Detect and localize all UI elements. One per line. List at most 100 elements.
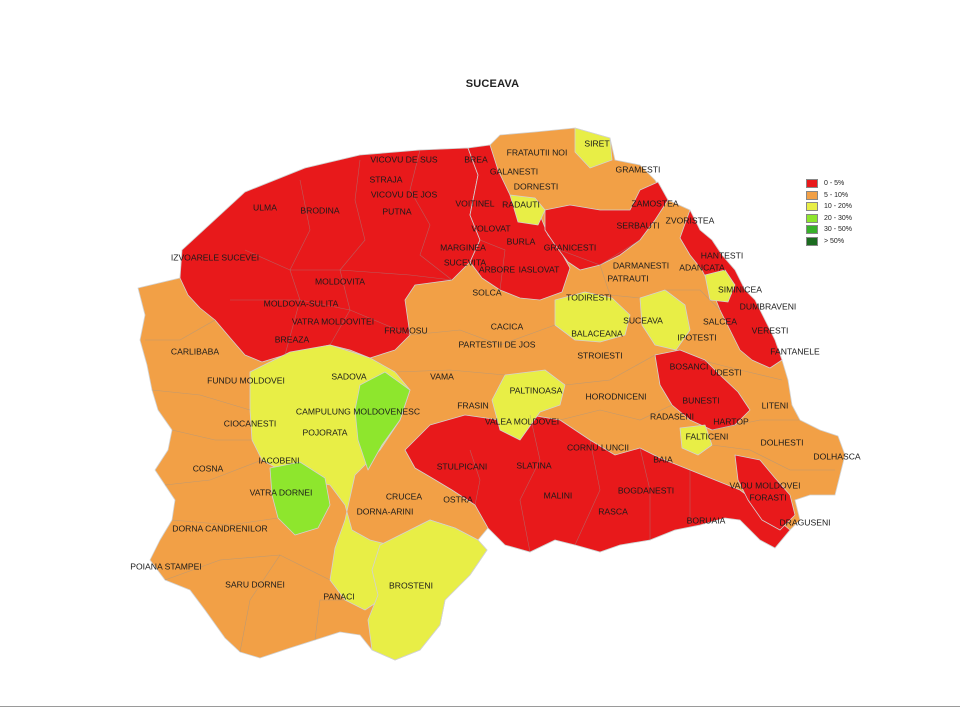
- yellow-region-radauti: [509, 194, 546, 226]
- legend-swatch: [806, 179, 818, 189]
- locality-label: MOLDOVA-SULITA: [264, 298, 339, 308]
- locality-label: ADANCATA: [679, 262, 725, 272]
- locality-label: COSNA: [193, 463, 224, 473]
- red-region-bosanci: [654, 349, 751, 431]
- locality-label: ZVORISTEA: [666, 215, 715, 225]
- locality-label: DOLHASCA: [813, 451, 861, 461]
- locality-label: SOLCA: [472, 287, 501, 297]
- locality-label: BREA: [464, 154, 488, 164]
- locality-label: VATRA MOLDOVITEI: [292, 316, 374, 326]
- locality-label: VOLOVAT: [471, 223, 511, 233]
- locality-label: FANTANELE: [770, 346, 820, 356]
- legend-item: 0 - 5%: [806, 178, 852, 190]
- green-region-vatra-dornei: [269, 461, 331, 536]
- locality-label: IASLOVAT: [519, 264, 561, 274]
- locality-label: MALINI: [544, 490, 573, 500]
- yellow-region-falticeni: [679, 424, 713, 456]
- locality-label: PALTINOASA: [510, 385, 563, 395]
- locality-label: BOSANCI: [670, 361, 709, 371]
- locality-label: DARMANESTI: [613, 260, 669, 270]
- legend-item: 5 - 10%: [806, 190, 852, 202]
- locality-label: VOITINEL: [455, 198, 494, 208]
- locality-label: VALEA MOLDOVEI: [485, 416, 559, 426]
- locality-label: SIMINICEA: [718, 284, 762, 294]
- locality-label: HARTOP: [713, 416, 749, 426]
- locality-label: PARTESTII DE JOS: [458, 339, 535, 349]
- locality-label: VERESTI: [752, 325, 789, 335]
- red-region-south: [404, 414, 791, 553]
- locality-label: FRATAUTII NOI: [507, 147, 568, 157]
- locality-label: RASCA: [598, 506, 628, 516]
- legend-swatch: [806, 202, 818, 212]
- yellow-region-paltinoasa: [491, 369, 566, 441]
- locality-label: VICOVU DE JOS: [371, 189, 438, 199]
- yellow-region-brosteni: [367, 519, 488, 661]
- yellow-region-suceava: [639, 289, 691, 351]
- legend-label: 5 - 10%: [824, 191, 849, 199]
- locality-label: FORASTI: [749, 492, 786, 502]
- locality-label: DOLHESTI: [761, 437, 804, 447]
- locality-label: HORODNICENI: [585, 391, 646, 401]
- locality-label: RADAUTI: [502, 199, 540, 209]
- locality-label: STRAJA: [370, 174, 403, 184]
- locality-label: BROSTENI: [389, 580, 433, 590]
- locality-label: DORNA-ARINI: [357, 506, 414, 516]
- legend-swatch: [806, 225, 818, 235]
- locality-label: DUMBRAVENI: [740, 301, 797, 311]
- legend-swatch: [806, 213, 818, 223]
- locality-label: VATRA DORNEI: [250, 487, 313, 497]
- locality-label: FRASIN: [457, 400, 489, 410]
- locality-label: CACICA: [491, 321, 524, 331]
- locality-label: IACOBENI: [258, 455, 299, 465]
- map-title: SUCEAVA: [465, 78, 520, 90]
- locality-label: VADU MOLDOVEI: [730, 480, 801, 490]
- red-region-serbauti: [544, 181, 669, 271]
- locality-label: POIANA STAMPEI: [130, 561, 201, 571]
- bottom-rule: [0, 706, 960, 707]
- locality-label: TODIRESTI: [566, 292, 612, 302]
- red-region-northwest: [179, 147, 481, 363]
- locality-label: SUCEVITA: [444, 257, 487, 267]
- locality-label: RADASENI: [650, 411, 694, 421]
- locality-label: CAMPULUNG MOLDOVENESC: [296, 406, 420, 416]
- locality-label: GRANICESTI: [544, 242, 597, 252]
- commune-boundaries: [145, 149, 835, 653]
- legend-label: > 50%: [824, 237, 845, 245]
- locality-label: DRAGUSENI: [779, 517, 830, 527]
- locality-label: BORUAIA: [687, 515, 726, 525]
- locality-label: PUTNA: [382, 206, 411, 216]
- locality-label: CORNU LUNCII: [567, 442, 629, 452]
- locality-label: IPOTESTI: [677, 332, 716, 342]
- legend-swatch: [806, 236, 818, 246]
- yellow-region-siret: [574, 127, 613, 169]
- locality-label: SADOVA: [331, 371, 366, 381]
- locality-label: CRUCEA: [386, 491, 423, 501]
- locality-label: FALTICENI: [686, 431, 729, 441]
- locality-label: SERBAUTI: [617, 220, 660, 230]
- locality-label: OSTRA: [443, 494, 473, 504]
- legend-item: > 50%: [806, 236, 852, 248]
- legend-label: 0 - 5%: [824, 180, 845, 188]
- red-region-draguseni: [734, 454, 796, 531]
- locality-label: ARBORE: [479, 264, 516, 274]
- locality-label: GRAMESTI: [616, 164, 661, 174]
- locality-label: SLATINA: [516, 460, 551, 470]
- locality-label: HANTESTI: [701, 250, 744, 260]
- locality-label: DORNESTI: [514, 181, 558, 191]
- legend-label: 30 - 50%: [824, 226, 853, 234]
- locality-labels: VICOVU DE SUS BREA FRATAUTII NOI SIRET G…: [130, 138, 861, 601]
- locality-label: GALANESTI: [490, 166, 538, 176]
- legend-item: 20 - 30%: [806, 213, 852, 225]
- yellow-region-todiresti: [554, 291, 631, 343]
- locality-label: SALCEA: [703, 316, 737, 326]
- legend-swatch: [806, 190, 818, 200]
- locality-label: IZVOARELE SUCEVEI: [171, 252, 259, 262]
- legend-item: 10 - 20%: [806, 201, 852, 213]
- yellow-region-siminicea: [704, 269, 736, 303]
- locality-label: MOLDOVITA: [315, 276, 365, 286]
- locality-label: BALACEANA: [571, 328, 623, 338]
- locality-label: ULMA: [253, 202, 277, 212]
- locality-label: PATRAUTI: [607, 273, 648, 283]
- green-region-campulung: [354, 371, 411, 471]
